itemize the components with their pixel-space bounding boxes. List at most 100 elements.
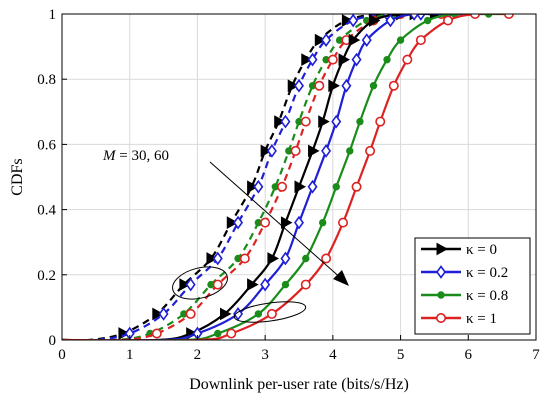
marker-kappa-0.2-m60	[280, 251, 291, 266]
series-kappa-0-m30	[62, 14, 455, 340]
legend-label: κ = 0	[466, 242, 497, 258]
marker-kappa-1-m30	[239, 253, 250, 264]
marker-kappa-0-m60	[220, 307, 232, 321]
marker-kappa-0.2-m30	[415, 14, 426, 21]
legend-items: κ = 0 κ = 0.2 κ = 0.8 κ = 1	[421, 242, 508, 327]
marker-kappa-1-m60	[388, 80, 399, 91]
marker-kappa-0.8-m60	[281, 280, 290, 289]
annotation-text: M = 30, 60	[102, 148, 169, 164]
marker-kappa-0.2-m60	[385, 14, 396, 28]
marker-kappa-0-m60	[328, 79, 340, 93]
marker-kappa-0-m60	[247, 278, 259, 291]
series-kappa-0.2-m60	[62, 14, 489, 340]
y-tick-label: 0.8	[37, 72, 56, 88]
marker-kappa-0.8-m60	[346, 147, 354, 155]
y-tick-label: 0.4	[37, 203, 56, 219]
marker-kappa-1-m60	[226, 328, 237, 339]
x-tick-label: 3	[261, 347, 269, 363]
marker-kappa-0-m30	[314, 33, 327, 47]
axis-ticks: 0 1 2 3 4 5 6 7 0 0.2 0.4 0.6 0.8 1	[37, 7, 540, 363]
marker-kappa-0.8-m60	[396, 36, 405, 44]
marker-kappa-0-m30	[260, 144, 273, 158]
x-tick-label: 1	[126, 347, 134, 363]
marker-kappa-0-m30	[247, 180, 259, 194]
x-tick-label: 4	[329, 347, 337, 363]
marker-kappa-0.8-m60	[356, 117, 364, 126]
y-tick-label: 0	[49, 333, 57, 349]
annotation-arrow-line	[209, 161, 344, 281]
series-kappa-0.2-m30	[62, 14, 462, 340]
marker-kappa-0.2-m30	[348, 14, 359, 28]
marker-kappa-0-m60	[338, 53, 351, 66]
legend-item-kappa-0.8: κ = 0.8	[421, 288, 508, 304]
series-kappa-0-m60	[62, 14, 476, 340]
marker-kappa-1-m60	[503, 14, 514, 19]
legend-label: κ = 0.8	[466, 288, 508, 304]
marker-kappa-0-m30	[226, 216, 239, 229]
marker-kappa-0.2-m60	[321, 144, 332, 158]
marker-kappa-0.8-m60	[319, 218, 327, 227]
marker-kappa-1-m60	[266, 308, 277, 319]
series-kappa-1-m60	[62, 14, 514, 340]
y-tick-label: 0.6	[37, 137, 56, 153]
marker-kappa-0.8-m60	[254, 310, 263, 318]
marker-kappa-1-m30	[290, 145, 301, 156]
series-line-kappa-0-m30	[62, 14, 455, 340]
marker-kappa-1-m60	[402, 54, 413, 65]
marker-kappa-1-m60	[415, 35, 426, 46]
marker-kappa-0.2-m60	[351, 52, 362, 67]
marker-kappa-1-m30	[185, 308, 196, 319]
legend-marker	[436, 242, 449, 256]
marker-kappa-1-m30	[260, 217, 271, 228]
marker-kappa-0.2-m60	[361, 33, 372, 47]
marker-kappa-0.2-m60	[307, 179, 318, 194]
marker-kappa-0-m30	[287, 79, 300, 93]
marker-kappa-0.2-m60	[294, 215, 304, 230]
marker-kappa-0.2-m30	[280, 114, 291, 129]
marker-kappa-0-m30	[179, 278, 191, 291]
legend-label: κ = 1	[466, 311, 497, 327]
marker-kappa-0-m60	[368, 14, 381, 27]
legend-label: κ = 0.2	[466, 265, 508, 281]
y-tick-label: 1	[49, 7, 57, 23]
marker-kappa-0-m30	[152, 307, 164, 321]
marker-kappa-1-m60	[321, 253, 332, 264]
marker-kappa-0-m60	[280, 216, 293, 229]
marker-kappa-0.2-m30	[307, 52, 318, 67]
legend-item-kappa-0: κ = 0	[421, 242, 497, 258]
x-tick-label: 0	[58, 347, 66, 363]
marker-kappa-0.2-m60	[409, 14, 420, 21]
marker-kappa-0-m60	[318, 115, 330, 128]
marker-kappa-1-m60	[300, 279, 311, 290]
marker-kappa-0.8-m60	[302, 254, 310, 263]
marker-kappa-0.8-m60	[332, 183, 340, 191]
annotation-ellipse-m30	[172, 266, 228, 300]
marker-kappa-0.2-m30	[212, 251, 223, 266]
legend-item-kappa-0.2: κ = 0.2	[421, 265, 508, 281]
annotation-value: = 30, 60	[116, 148, 169, 164]
marker-kappa-0-m30	[206, 252, 219, 265]
legend: κ = 0 κ = 0.2 κ = 0.8 κ = 1	[414, 237, 531, 335]
marker-kappa-0.2-m30	[158, 307, 169, 321]
marker-kappa-0-m30	[274, 115, 286, 128]
marker-kappa-0.2-m60	[260, 277, 271, 292]
marker-kappa-0.2-m30	[321, 33, 332, 47]
marker-kappa-1-m60	[470, 14, 481, 19]
marker-kappa-0.2-m30	[266, 144, 277, 158]
marker-kappa-1-m30	[212, 279, 223, 290]
marker-kappa-1-m60	[351, 181, 362, 192]
marker-kappa-0-m30	[301, 53, 313, 66]
marker-kappa-0.8-m60	[369, 82, 378, 90]
marker-kappa-0-m60	[348, 33, 361, 47]
marker-kappa-0-m60	[267, 252, 279, 265]
legend-item-kappa-1: κ = 1	[421, 311, 497, 327]
marker-kappa-1-m30	[314, 80, 325, 91]
series-layer	[62, 14, 514, 340]
marker-kappa-0.8-m60	[214, 329, 222, 338]
legend-marker	[437, 291, 445, 299]
marker-kappa-1-m30	[300, 116, 311, 127]
plot-frame	[61, 13, 537, 341]
marker-kappa-0.2-m30	[233, 215, 244, 230]
legend-marker	[435, 312, 446, 323]
